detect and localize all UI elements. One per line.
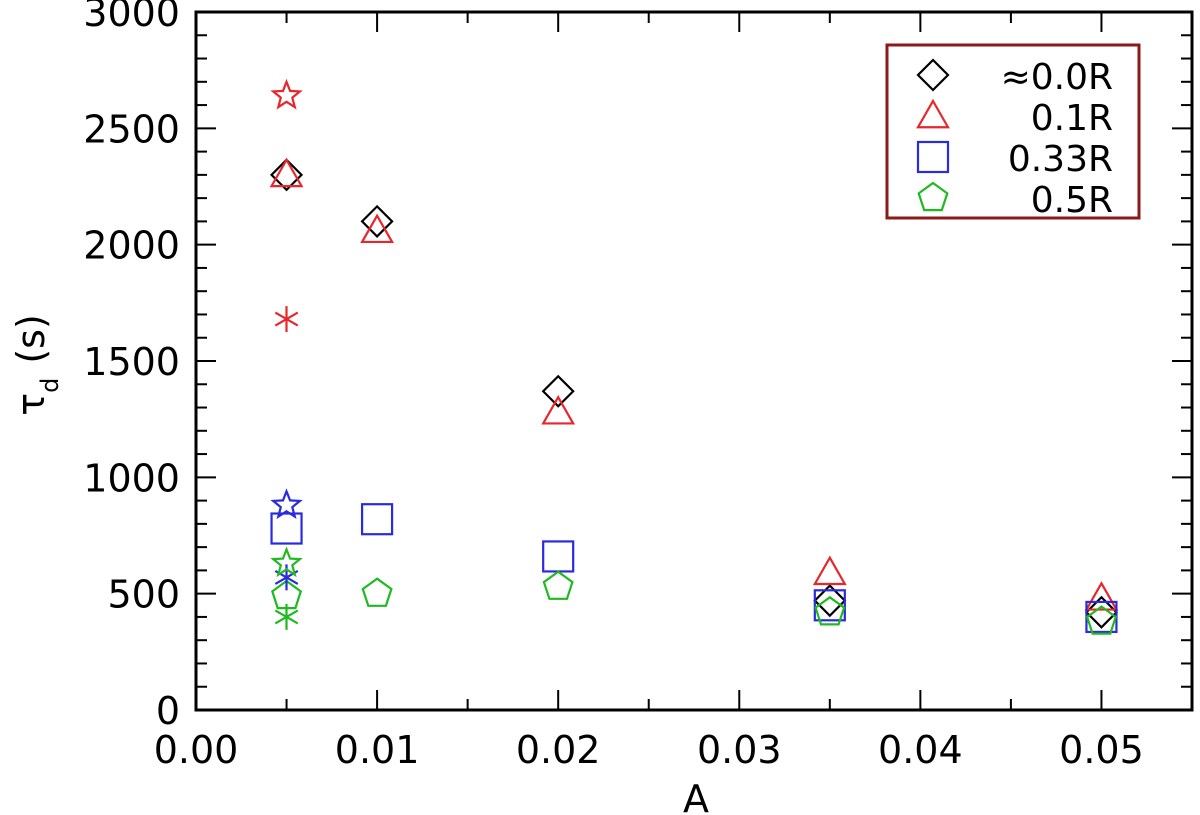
axis-ticks	[195, 11, 1193, 711]
data-point-pentagon	[814, 595, 846, 626]
series-pentagon	[271, 570, 1117, 635]
data-point-square	[813, 589, 846, 622]
data-point-asterisk	[274, 306, 299, 333]
data-point-pentagon	[361, 577, 393, 607]
legend-label: 0.33R	[1008, 139, 1113, 180]
data-point-diamond	[360, 204, 394, 238]
x-tick-label: 0.04	[878, 728, 963, 772]
data-point-diamond	[269, 158, 304, 192]
y-tick-label: 0	[156, 689, 180, 733]
svg-text:τd(s): τd (s)	[9, 314, 64, 416]
y-axis-unit: (s)	[9, 314, 53, 363]
legend-marker-triangle	[916, 98, 950, 129]
x-tick-label: 0.00	[154, 728, 239, 772]
y-axis-label: τd (s)	[9, 314, 64, 416]
x-tick-label: 0.01	[335, 728, 420, 772]
y-tick-label: 2000	[83, 224, 180, 268]
x-tick-label: 0.03	[697, 728, 782, 772]
y-axis-symbol: τ	[9, 393, 53, 416]
data-point-triangle	[1084, 581, 1119, 611]
data-point-diamond	[813, 584, 847, 618]
data-point-square	[270, 512, 303, 545]
data-point-triangle	[541, 394, 576, 425]
y-tick-label: 3000	[83, 0, 180, 35]
extra-points	[270, 78, 303, 630]
series-triangle	[269, 157, 1119, 611]
data-point-star	[270, 488, 303, 520]
y-tick-labels: 0 500 1000 1500 2000 2500 3000	[83, 0, 180, 733]
data-point-diamond	[1084, 595, 1119, 629]
data-point-pentagon	[1085, 605, 1117, 635]
data-point-triangle	[360, 213, 394, 244]
data-markers	[269, 78, 1119, 635]
legend-marker-pentagon	[917, 181, 949, 212]
data-point-triangle	[812, 555, 847, 586]
x-tick-label: 0.02	[516, 728, 601, 772]
legend-label: 0.1R	[1031, 98, 1113, 139]
y-tick-label: 500	[107, 573, 180, 617]
data-point-square	[542, 540, 575, 573]
y-axis-subscript: d	[36, 378, 64, 393]
legend-marker-diamond	[916, 58, 950, 92]
y-tick-label: 2500	[83, 107, 180, 151]
y-tick-label: 1000	[83, 456, 180, 500]
legend-box	[885, 43, 1141, 220]
series-square	[270, 503, 1118, 634]
x-tick-label: 0.05	[1059, 728, 1144, 772]
legend-label: 0.5R	[1031, 180, 1113, 221]
data-point-diamond	[541, 374, 575, 408]
data-point-asterisk	[274, 603, 299, 630]
x-axis-label: A	[683, 777, 709, 815]
data-point-star	[270, 546, 303, 578]
legend-marker-square	[916, 140, 950, 174]
y-tick-label: 1500	[83, 340, 180, 384]
data-point-square	[360, 503, 394, 536]
series-diamond	[269, 158, 1119, 629]
data-point-pentagon	[542, 570, 574, 600]
x-tick-labels: 0.00 0.01 0.02 0.03 0.04 0.05	[154, 728, 1144, 772]
data-point-star	[270, 78, 303, 110]
data-point-triangle	[269, 157, 304, 188]
legend-label: ≈0.0R	[1001, 57, 1113, 98]
